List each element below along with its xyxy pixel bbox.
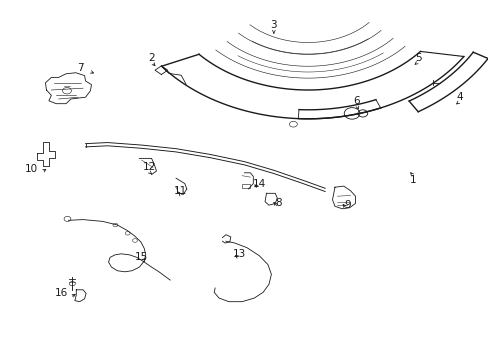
Text: 2: 2 (148, 53, 155, 63)
Text: 1: 1 (409, 175, 416, 185)
Text: 5: 5 (414, 53, 421, 63)
Text: 14: 14 (252, 179, 265, 189)
Text: 7: 7 (77, 63, 84, 73)
Text: 4: 4 (455, 92, 462, 102)
Text: 6: 6 (353, 96, 360, 106)
Text: 3: 3 (270, 20, 277, 30)
Text: 10: 10 (25, 164, 38, 174)
Text: 13: 13 (232, 249, 246, 259)
Text: 9: 9 (343, 200, 350, 210)
Text: 8: 8 (275, 198, 282, 208)
Text: 12: 12 (142, 162, 156, 172)
Text: 16: 16 (54, 288, 68, 298)
Text: 15: 15 (135, 252, 148, 262)
Text: 11: 11 (174, 186, 187, 196)
